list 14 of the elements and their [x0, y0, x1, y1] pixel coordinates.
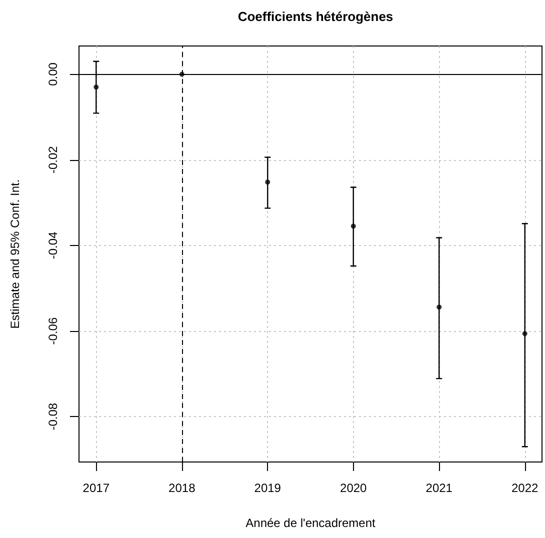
y-tick-label: -0.08 — [46, 402, 60, 430]
x-tick-label: 2021 — [426, 481, 453, 495]
x-tick-label: 2022 — [512, 481, 539, 495]
y-axis-title: Estimate and 95% Conf. Int. — [8, 179, 22, 329]
y-tick-label: 0.00 — [46, 62, 60, 86]
y-tick-label: -0.04 — [46, 231, 60, 260]
x-tick-label: 2020 — [340, 481, 368, 495]
x-axis-title: Année de l'encadrement — [246, 516, 376, 530]
chart-title: Coefficients hétérogènes — [238, 9, 394, 24]
x-tick-label: 2017 — [82, 481, 110, 495]
x-tick-label: 2019 — [254, 481, 282, 495]
x-tick-label: 2018 — [168, 481, 196, 495]
y-tick-label: -0.02 — [46, 146, 60, 174]
y-tick-label: -0.06 — [46, 317, 60, 345]
